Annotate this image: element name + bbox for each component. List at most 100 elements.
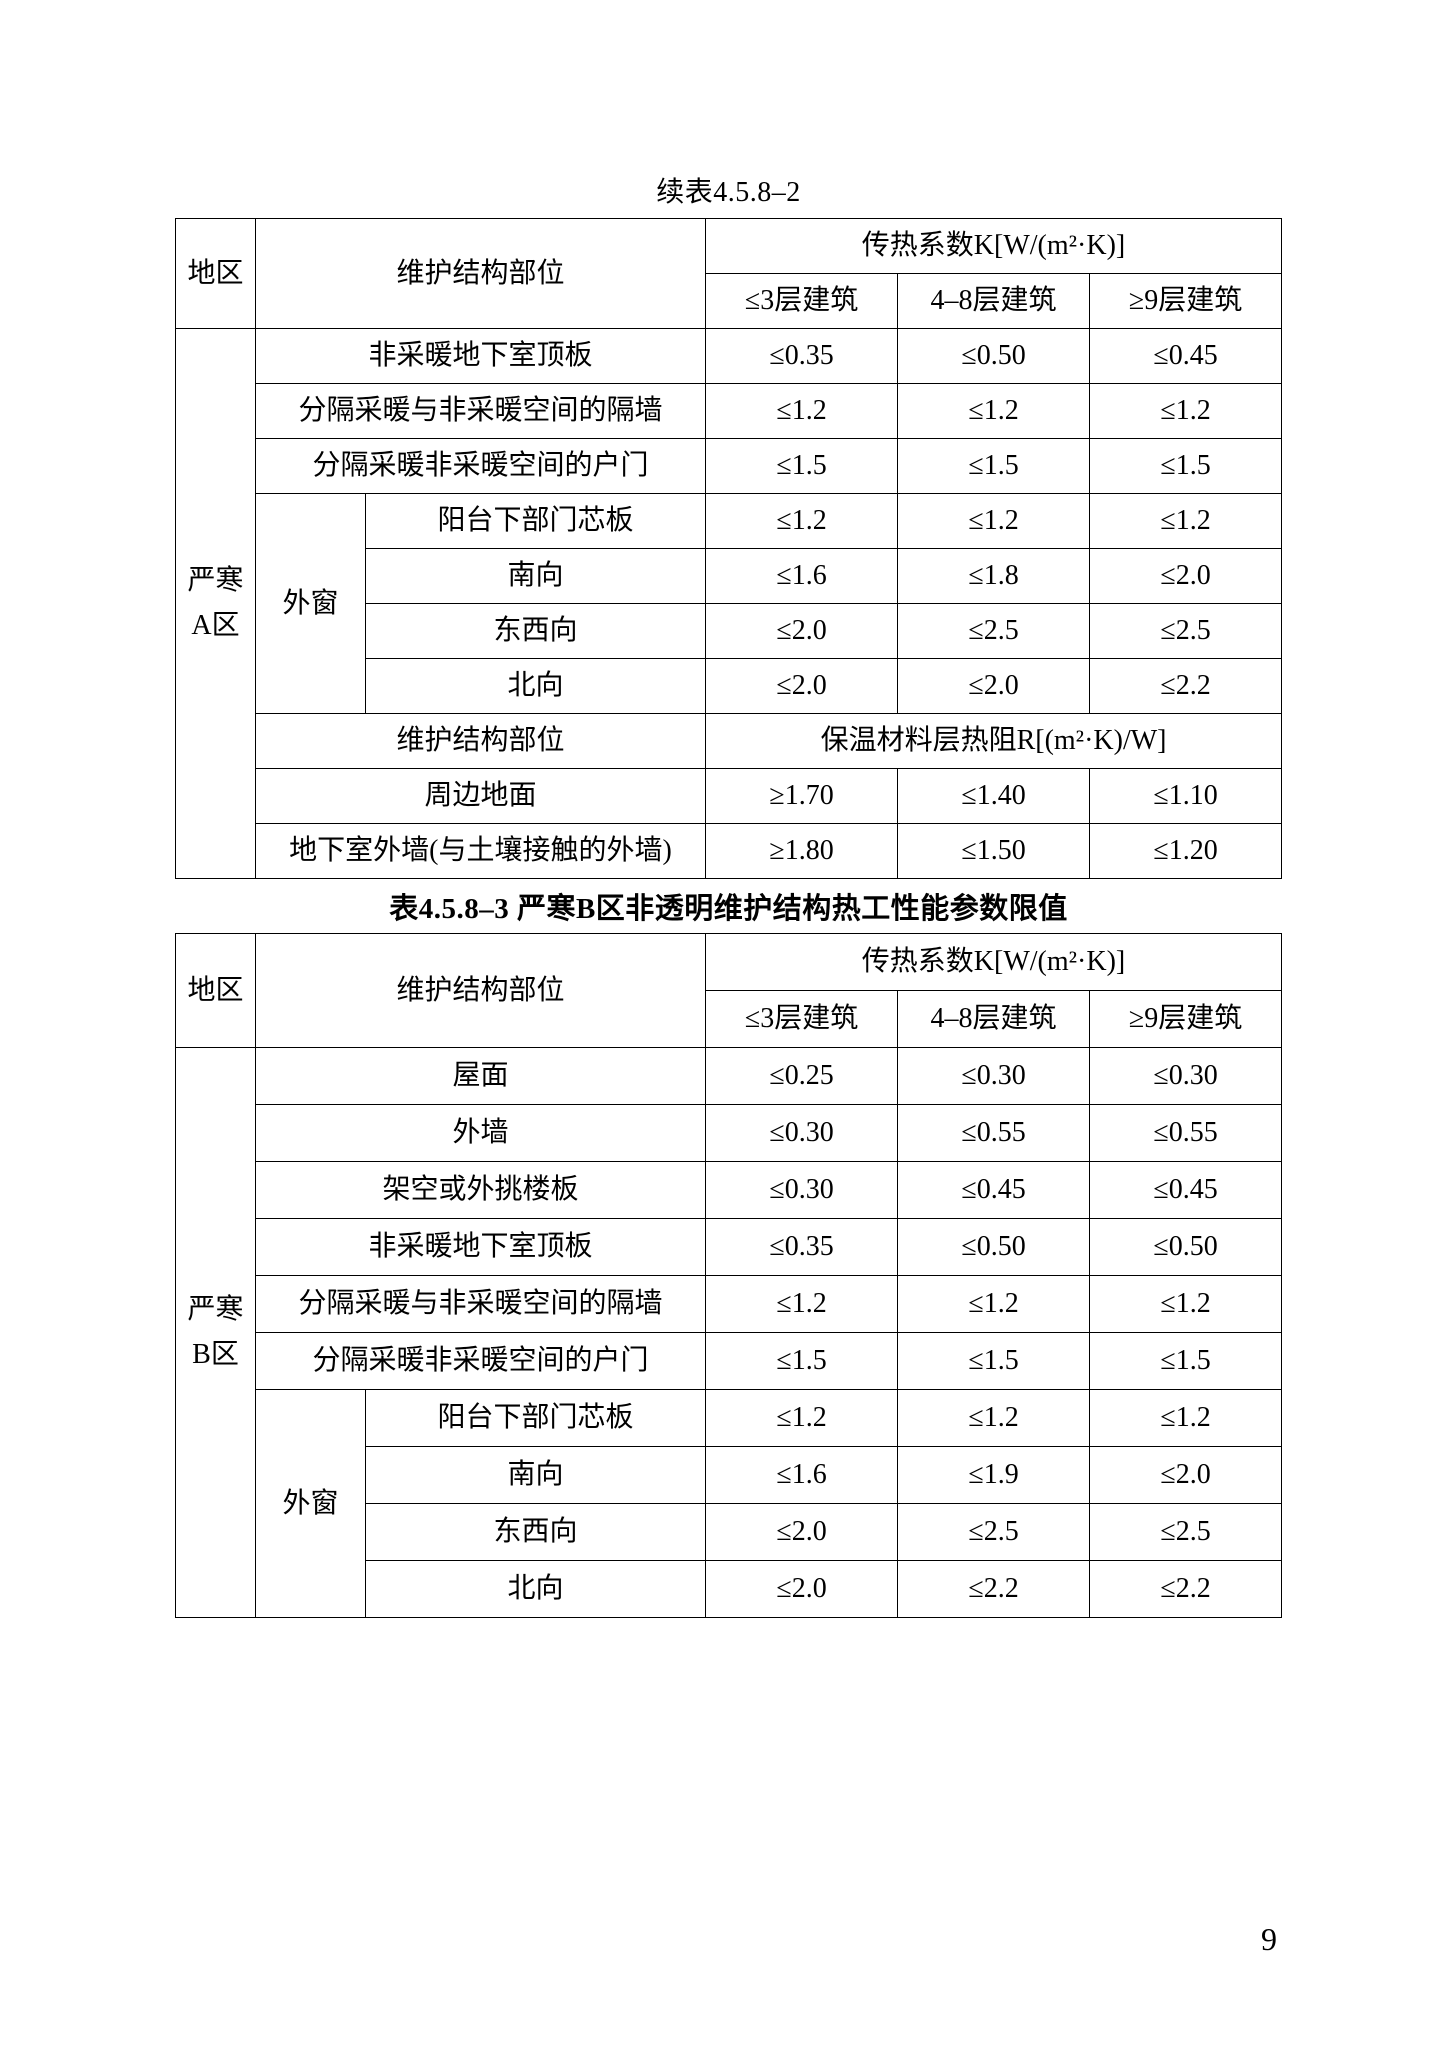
- cell: ≤1.2: [898, 1390, 1090, 1447]
- row-label: 屋面: [256, 1048, 706, 1105]
- cell: ≤2.5: [898, 1504, 1090, 1561]
- table-1: 地区 维护结构部位 传热系数K[W/(m²·K)] ≤3层建筑 4–8层建筑 ≥…: [175, 218, 1282, 879]
- table1-caption: 续表4.5.8–2: [175, 170, 1282, 210]
- cell: ≤0.55: [898, 1105, 1090, 1162]
- cell: ≤2.0: [898, 659, 1090, 714]
- cell: ≤1.2: [706, 1390, 898, 1447]
- row-label: 分隔采暖与非采暖空间的隔墙: [256, 384, 706, 439]
- cell: ≤1.5: [706, 439, 898, 494]
- cell: ≤0.50: [898, 329, 1090, 384]
- hdr-part: 维护结构部位: [256, 934, 706, 1048]
- table-row: 非采暖地下室顶板 ≤0.35 ≤0.50 ≤0.50: [176, 1219, 1282, 1276]
- row-label: 架空或外挑楼板: [256, 1162, 706, 1219]
- hdr-region: 地区: [176, 934, 256, 1048]
- row-label: 阳台下部门芯板: [366, 494, 706, 549]
- window-group-label: 外窗: [256, 1390, 366, 1618]
- cell: ≤1.2: [898, 384, 1090, 439]
- cell: ≤2.2: [1090, 1561, 1282, 1618]
- table-row: 分隔采暖与非采暖空间的隔墙 ≤1.2 ≤1.2 ≤1.2: [176, 384, 1282, 439]
- table-row: 外窗 阳台下部门芯板 ≤1.2 ≤1.2 ≤1.2: [176, 494, 1282, 549]
- cell: ≤2.0: [706, 1504, 898, 1561]
- cell: ≤1.6: [706, 549, 898, 604]
- row-label: 周边地面: [256, 769, 706, 824]
- cell: ≤0.30: [706, 1162, 898, 1219]
- cell: ≤0.55: [1090, 1105, 1282, 1162]
- cell: ≤2.2: [1090, 659, 1282, 714]
- cell: ≤0.35: [706, 329, 898, 384]
- cell: ≤0.35: [706, 1219, 898, 1276]
- cell: ≤2.2: [898, 1561, 1090, 1618]
- row-label: 东西向: [366, 604, 706, 659]
- hdr-col-b: 4–8层建筑: [898, 274, 1090, 329]
- hdr-k: 传热系数K[W/(m²·K)]: [706, 934, 1282, 991]
- table-row: 分隔采暖非采暖空间的户门 ≤1.5 ≤1.5 ≤1.5: [176, 1333, 1282, 1390]
- cell: ≤0.50: [898, 1219, 1090, 1276]
- sub-hdr-r: 保温材料层热阻R[(m²·K)/W]: [706, 714, 1282, 769]
- cell: ≤0.25: [706, 1048, 898, 1105]
- cell: ≤1.5: [898, 1333, 1090, 1390]
- table-row: 地区 维护结构部位 传热系数K[W/(m²·K)]: [176, 219, 1282, 274]
- cell: ≤2.0: [706, 1561, 898, 1618]
- cell: ≤1.40: [898, 769, 1090, 824]
- region-cell: 严寒B区: [176, 1048, 256, 1618]
- row-label: 分隔采暖与非采暖空间的隔墙: [256, 1276, 706, 1333]
- table-row: 地区 维护结构部位 传热系数K[W/(m²·K)]: [176, 934, 1282, 991]
- row-label: 分隔采暖非采暖空间的户门: [256, 439, 706, 494]
- table-2: 地区 维护结构部位 传热系数K[W/(m²·K)] ≤3层建筑 4–8层建筑 ≥…: [175, 933, 1282, 1618]
- hdr-col-c: ≥9层建筑: [1090, 991, 1282, 1048]
- cell: ≥1.70: [706, 769, 898, 824]
- region-cell: 严寒A区: [176, 329, 256, 879]
- table-row: 架空或外挑楼板 ≤0.30 ≤0.45 ≤0.45: [176, 1162, 1282, 1219]
- cell: ≤1.50: [898, 824, 1090, 879]
- row-label: 阳台下部门芯板: [366, 1390, 706, 1447]
- cell: ≤2.0: [1090, 549, 1282, 604]
- cell: ≤1.20: [1090, 824, 1282, 879]
- row-label: 南向: [366, 1447, 706, 1504]
- cell: ≤0.45: [1090, 1162, 1282, 1219]
- cell: ≤2.0: [706, 604, 898, 659]
- window-group-label: 外窗: [256, 494, 366, 714]
- row-label: 东西向: [366, 1504, 706, 1561]
- table-row: 外墙 ≤0.30 ≤0.55 ≤0.55: [176, 1105, 1282, 1162]
- row-label: 地下室外墙(与土壤接触的外墙): [256, 824, 706, 879]
- cell: ≤1.2: [706, 384, 898, 439]
- hdr-col-a: ≤3层建筑: [706, 991, 898, 1048]
- hdr-k: 传热系数K[W/(m²·K)]: [706, 219, 1282, 274]
- cell: ≤1.5: [1090, 1333, 1282, 1390]
- table2-caption: 表4.5.8–3 严寒B区非透明维护结构热工性能参数限值: [175, 885, 1282, 927]
- cell: ≤1.2: [1090, 384, 1282, 439]
- cell: ≤1.2: [706, 494, 898, 549]
- cell: ≥1.80: [706, 824, 898, 879]
- cell: ≤0.45: [898, 1162, 1090, 1219]
- cell: ≤1.2: [1090, 1390, 1282, 1447]
- table-row: 分隔采暖与非采暖空间的隔墙 ≤1.2 ≤1.2 ≤1.2: [176, 1276, 1282, 1333]
- cell: ≤1.2: [1090, 494, 1282, 549]
- row-label: 南向: [366, 549, 706, 604]
- row-label: 外墙: [256, 1105, 706, 1162]
- cell: ≤1.2: [1090, 1276, 1282, 1333]
- row-label: 非采暖地下室顶板: [256, 329, 706, 384]
- cell: ≤1.6: [706, 1447, 898, 1504]
- table-row: 严寒B区 屋面 ≤0.25 ≤0.30 ≤0.30: [176, 1048, 1282, 1105]
- cell: ≤1.2: [706, 1276, 898, 1333]
- sub-hdr-part: 维护结构部位: [256, 714, 706, 769]
- cell: ≤2.5: [1090, 604, 1282, 659]
- cell: ≤0.30: [1090, 1048, 1282, 1105]
- cell: ≤0.30: [706, 1105, 898, 1162]
- hdr-col-b: 4–8层建筑: [898, 991, 1090, 1048]
- cell: ≤1.5: [898, 439, 1090, 494]
- cell: ≤1.5: [1090, 439, 1282, 494]
- cell: ≤2.0: [1090, 1447, 1282, 1504]
- cell: ≤2.0: [706, 659, 898, 714]
- table-row: 分隔采暖非采暖空间的户门 ≤1.5 ≤1.5 ≤1.5: [176, 439, 1282, 494]
- table-row: 严寒A区 非采暖地下室顶板 ≤0.35 ≤0.50 ≤0.45: [176, 329, 1282, 384]
- cell: ≤0.45: [1090, 329, 1282, 384]
- hdr-part: 维护结构部位: [256, 219, 706, 329]
- cell: ≤1.2: [898, 494, 1090, 549]
- row-label: 非采暖地下室顶板: [256, 1219, 706, 1276]
- table-row: 维护结构部位 保温材料层热阻R[(m²·K)/W]: [176, 714, 1282, 769]
- cell: ≤1.2: [898, 1276, 1090, 1333]
- cell: ≤0.30: [898, 1048, 1090, 1105]
- page-number: 9: [1261, 1921, 1277, 1958]
- hdr-col-c: ≥9层建筑: [1090, 274, 1282, 329]
